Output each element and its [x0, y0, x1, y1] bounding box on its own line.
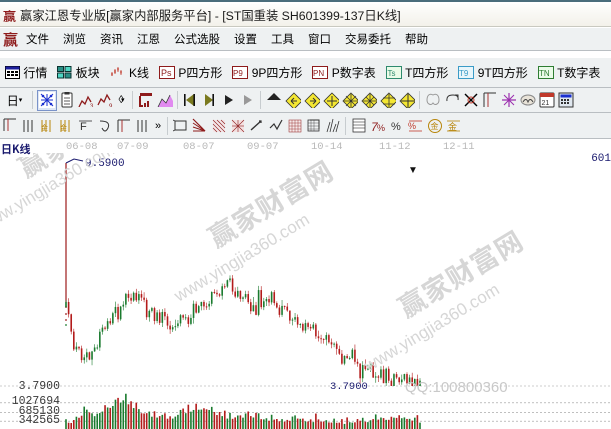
svg-text:金: 金 — [60, 123, 67, 132]
svg-text:%: % — [408, 121, 416, 131]
svg-text:TN: TN — [539, 69, 550, 78]
svg-text:9: 9 — [109, 104, 113, 107]
svg-text:%: % — [377, 123, 385, 133]
svg-text:T9: T9 — [459, 69, 469, 78]
svg-text:21: 21 — [541, 100, 549, 107]
svg-text:%: % — [391, 121, 401, 133]
svg-text:金: 金 — [430, 121, 438, 131]
svg-text:Ps: Ps — [161, 68, 172, 78]
svg-text:P9: P9 — [233, 69, 243, 78]
svg-text:3: 3 — [90, 104, 94, 107]
svg-text:Ts: Ts — [387, 69, 395, 78]
svg-text:PN: PN — [313, 69, 324, 78]
svg-text:金: 金 — [448, 121, 457, 132]
svg-text:金: 金 — [41, 123, 48, 132]
svg-text:F: F — [80, 121, 87, 133]
svg-text:9.5900: 9.5900 — [85, 158, 125, 170]
